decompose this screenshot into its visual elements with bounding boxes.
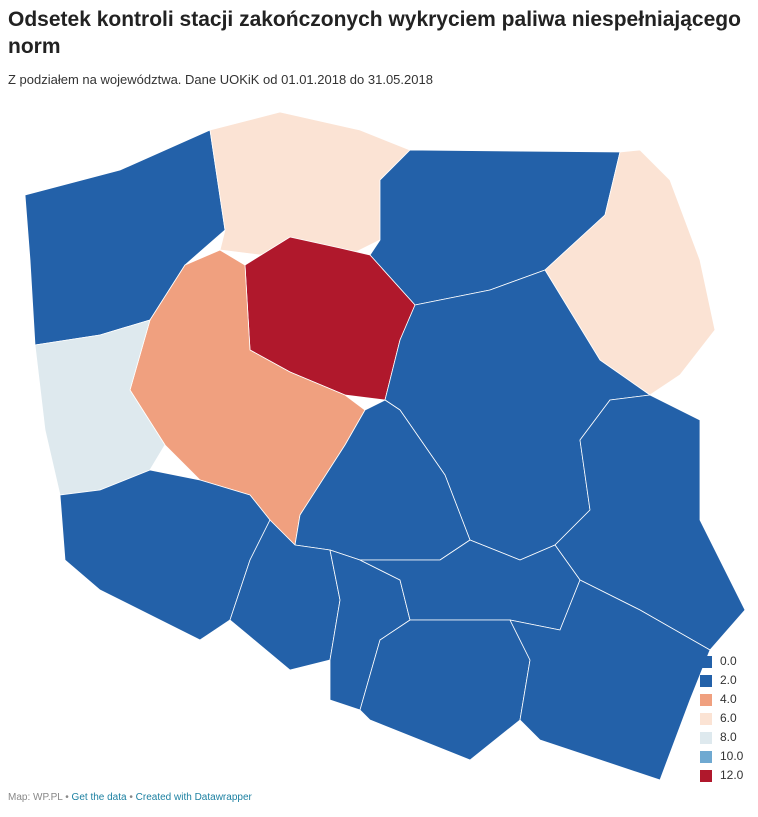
legend-swatch xyxy=(700,713,712,725)
legend-swatch xyxy=(700,656,712,668)
legend-swatch xyxy=(700,751,712,763)
legend-swatch xyxy=(700,675,712,687)
legend-label: 4.0 xyxy=(720,692,737,706)
region xyxy=(209,111,411,256)
legend-label: 0.0 xyxy=(720,654,737,668)
footer: Map: WP.PL • Get the data • Created with… xyxy=(8,792,252,803)
region xyxy=(34,319,166,496)
legend-label: 12.0 xyxy=(720,768,744,782)
subtitle: Z podziałem na województwa. Dane UOKiK o… xyxy=(8,72,433,87)
legend-swatch xyxy=(700,732,712,744)
separator: • xyxy=(129,792,133,803)
legend-label: 2.0 xyxy=(720,673,737,687)
source: Map: WP.PL xyxy=(8,792,63,803)
legend-swatch xyxy=(700,770,712,782)
legend-label: 6.0 xyxy=(720,711,737,725)
region xyxy=(544,149,716,396)
region xyxy=(509,579,711,781)
credit-link[interactable]: Created with Datawrapper xyxy=(135,792,252,803)
title: Odsetek kontroli stacji zakończonych wyk… xyxy=(8,8,741,58)
legend-swatch xyxy=(700,694,712,706)
data-link[interactable]: Get the data xyxy=(71,792,127,803)
legend-label: 10.0 xyxy=(720,749,744,763)
region xyxy=(359,619,531,761)
legend-label: 8.0 xyxy=(720,730,737,744)
separator: • xyxy=(65,792,69,803)
